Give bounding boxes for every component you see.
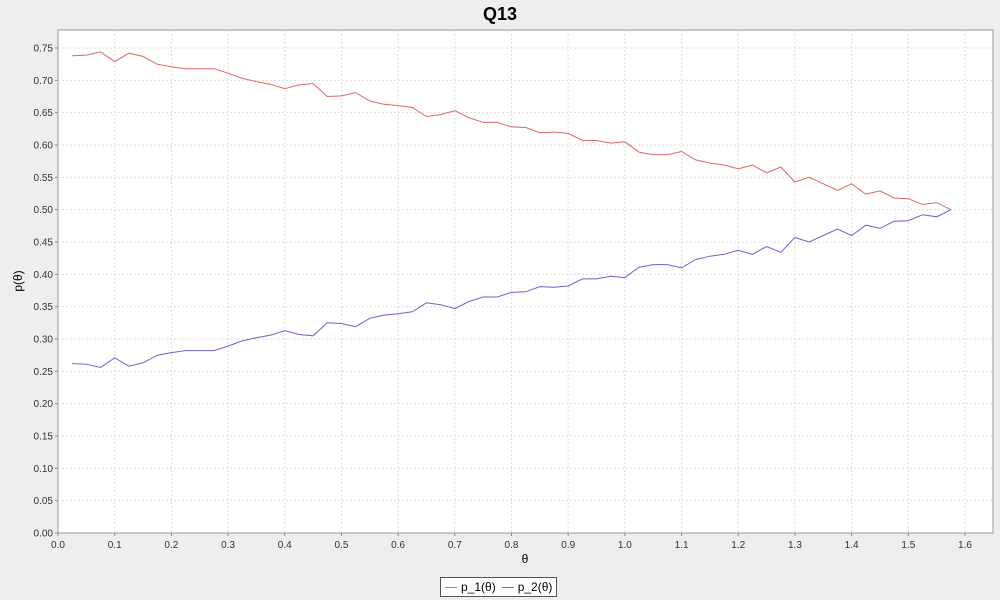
chart-title: Q13 [482,4,518,24]
y-tick-label: 0.45 [34,238,54,249]
legend-swatch-p1 [445,586,457,588]
y-tick-label: 0.60 [34,141,54,152]
y-tick-label: 0.05 [34,496,54,507]
legend-label-p2: p_2(θ) [517,580,553,594]
x-tick-label: 1.2 [731,540,745,551]
y-axis-label: p(θ) [11,270,25,291]
x-tick-label: 0.4 [278,540,292,551]
y-tick-label: 0.30 [34,335,54,346]
legend-item-p1: p_1(θ) [445,580,496,594]
x-tick-label: 0.6 [391,540,405,551]
y-tick-label: 0.35 [34,302,54,313]
x-tick-label: 1.0 [618,540,632,551]
series-line-p2 [72,209,952,369]
x-tick-label: 0.2 [164,540,178,551]
y-tick-label: 0.50 [34,205,54,216]
series-line-p1 [72,51,952,211]
x-tick-label: 0.8 [505,540,519,551]
y-tick-label: 0.65 [34,108,54,119]
x-tick-label: 0.1 [108,540,122,551]
x-tick-label: 1.3 [788,540,802,551]
plot-area [57,29,994,534]
y-tick-label: 0.15 [34,432,54,443]
axes: 0.0 0.1 0.2 0.3 0.4 0.5 0.6 0.7 0.8 0.9 1.0 1.1 1.2 1… [34,44,973,552]
x-tick-label: 0.7 [448,540,462,551]
x-tick-label: 1.5 [901,540,915,551]
x-tick-label: 0.3 [221,540,235,551]
x-tick-label: 0.0 [51,540,65,551]
x-tick-label: 1.6 [958,540,972,551]
y-tick-label: 0.70 [34,76,54,87]
y-tick-label: 0.20 [34,399,54,410]
x-tick-label: 0.9 [561,540,575,551]
series-group [72,51,952,369]
x-tick-label: 1.1 [675,540,689,551]
x-axis-label: θ [522,552,529,566]
y-tick-label: 0.00 [34,529,54,540]
legend: p_1(θ) p_2(θ) [440,577,558,597]
legend-label-p1: p_1(θ) [461,580,496,594]
y-tick-label: 0.10 [34,464,54,475]
y-tick-label: 0.25 [34,367,54,378]
legend-item-p2: p_2(θ) [501,580,553,594]
x-tick-label: 0.5 [334,540,348,551]
y-tick-label: 0.75 [34,44,54,55]
y-tick-label: 0.40 [34,270,54,281]
x-tick-label: 1.4 [845,540,859,551]
legend-swatch-p2 [501,586,514,588]
y-tick-label: 0.55 [34,173,54,184]
